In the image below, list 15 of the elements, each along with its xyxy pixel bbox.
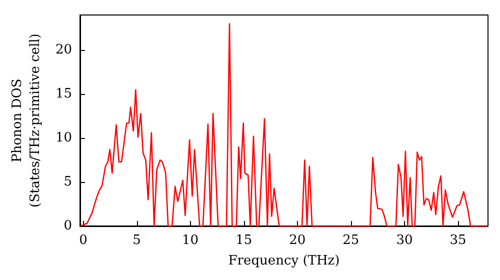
x-tick-label: 20: [289, 233, 306, 248]
x-tick-label: 0: [79, 233, 88, 248]
x-tick-label: 5: [132, 233, 141, 248]
y-tick-label: 5: [64, 174, 72, 190]
x-tick-label: 10: [182, 233, 199, 248]
y-tick-label: 10: [55, 130, 72, 146]
x-tick-label: 25: [342, 233, 360, 248]
x-tick-label: 15: [236, 233, 252, 248]
y-tick-label: 0: [64, 218, 72, 234]
y-tick-label: 15: [55, 86, 72, 102]
x-axis-title: Frequency (THz): [228, 253, 340, 268]
y-tick-label: 20: [55, 42, 72, 58]
y-axis-title: Phonon DOS (States/THz·primitive cell): [10, 33, 44, 208]
x-tick-label: 30: [396, 233, 413, 248]
x-tick-label: 35: [450, 233, 466, 248]
